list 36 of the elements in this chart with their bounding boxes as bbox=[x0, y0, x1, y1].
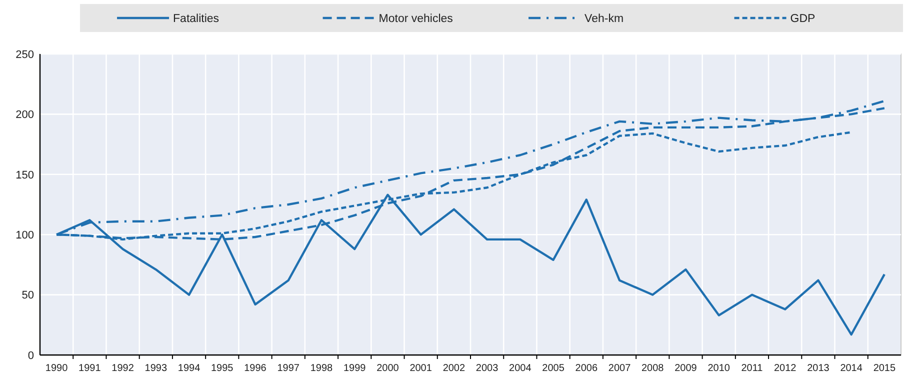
y-tick-label: 200 bbox=[16, 109, 34, 122]
x-tick-label: 2004 bbox=[509, 363, 532, 374]
x-tick-label: 2012 bbox=[774, 363, 797, 374]
x-tick-label: 1998 bbox=[310, 363, 334, 374]
x-tick-label: 1996 bbox=[244, 363, 267, 374]
x-tick-label: 1993 bbox=[144, 363, 168, 374]
x-tick-label: 1997 bbox=[277, 363, 300, 374]
legend-label: Fatalities bbox=[173, 13, 220, 26]
x-tick-label: 2014 bbox=[840, 363, 863, 374]
x-tick-label: 2009 bbox=[674, 363, 698, 374]
x-tick-label: 2013 bbox=[807, 363, 830, 374]
x-tick-label: 2001 bbox=[410, 363, 432, 374]
x-tick-label: 2002 bbox=[442, 363, 466, 374]
x-tick-label: 1990 bbox=[45, 363, 68, 374]
x-tick-label: 2008 bbox=[642, 363, 664, 374]
y-tick-label: 0 bbox=[28, 350, 34, 362]
x-tick-label: 2000 bbox=[376, 363, 400, 374]
x-tick-label: 1991 bbox=[78, 363, 102, 374]
x-tick-label: 2005 bbox=[542, 363, 565, 374]
legend-label: Veh-km bbox=[584, 13, 624, 26]
x-tick-label: 2007 bbox=[608, 363, 632, 374]
legend-label: Motor vehicles bbox=[378, 13, 454, 26]
y-tick-label: 50 bbox=[22, 290, 34, 302]
y-tick-label: 250 bbox=[16, 48, 34, 61]
legend-label: GDP bbox=[790, 13, 816, 26]
y-tick-label: 100 bbox=[16, 229, 34, 242]
x-tick-label: 2003 bbox=[476, 363, 499, 374]
y-tick-label: 150 bbox=[16, 169, 34, 182]
x-tick-label: 1999 bbox=[343, 363, 366, 374]
x-tick-label: 2010 bbox=[708, 363, 730, 374]
x-tick-label: 2011 bbox=[741, 363, 764, 374]
x-tick-label: 1995 bbox=[211, 363, 234, 374]
x-tick-label: 2006 bbox=[575, 363, 598, 374]
x-tick-label: 1994 bbox=[178, 363, 201, 374]
x-tick-label: 1992 bbox=[112, 363, 134, 374]
x-tick-label: 2015 bbox=[873, 363, 896, 374]
